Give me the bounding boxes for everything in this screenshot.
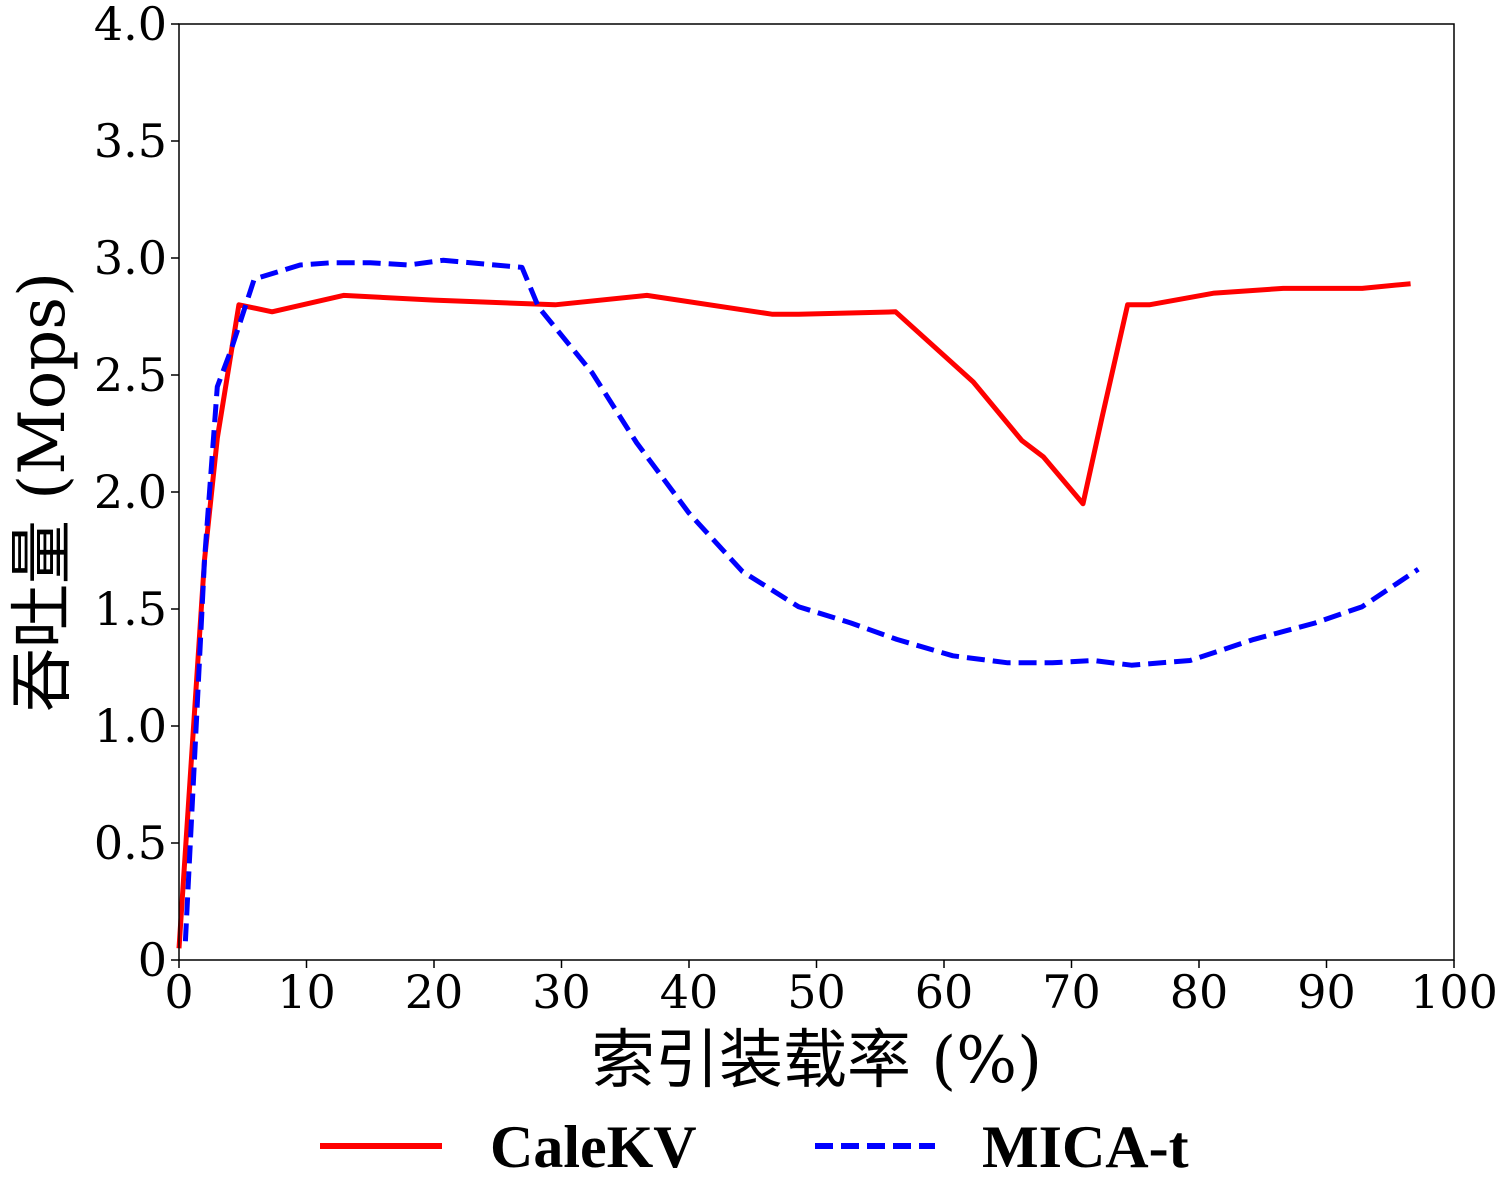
y-axis-ticks: 0 0.5 1.0 1.5 2.0 2.5 3.0 3.5 4.0: [94, 0, 179, 987]
y-tick-label: 1.5: [94, 582, 167, 636]
y-tick-label: 0.5: [94, 816, 167, 870]
y-tick-label: 1.0: [94, 699, 167, 753]
y-axis-label: 吞吐量 (Mops): [6, 272, 80, 712]
y-tick-label: 4.0: [94, 0, 167, 51]
x-tick-label: 50: [787, 965, 846, 1019]
x-tick-label: 30: [532, 965, 591, 1019]
x-tick-label: 100: [1410, 965, 1498, 1019]
x-tick-label: 90: [1297, 965, 1356, 1019]
y-tick-label: 2.5: [94, 348, 167, 402]
series-line-mica-t: [182, 257, 1420, 942]
x-tick-label: 10: [277, 965, 336, 1019]
y-tick-label: 2.0: [94, 465, 167, 519]
series-line-calekv: [176, 281, 1411, 949]
x-tick-label: 20: [405, 965, 464, 1019]
x-tick-label: 80: [1170, 965, 1229, 1019]
legend: CaleKV MICA-t: [320, 1114, 1189, 1180]
x-tick-label: 0: [164, 965, 193, 1019]
x-tick-label: 40: [660, 965, 719, 1019]
y-tick-label: 0: [138, 933, 167, 987]
y-tick-label: 3.5: [94, 114, 167, 168]
x-axis-label: 索引装载率 (%): [591, 1024, 1042, 1098]
x-tick-label: 70: [1042, 965, 1101, 1019]
legend-label-calekv: CaleKV: [490, 1114, 697, 1180]
x-tick-label: 60: [915, 965, 974, 1019]
x-axis-ticks: 0 10 20 30 40 50 60 70 80 90 100: [164, 960, 1498, 1019]
plot-frame: [178, 23, 1455, 961]
legend-label-mica-t: MICA-t: [982, 1114, 1189, 1180]
y-tick-label: 3.0: [94, 231, 167, 285]
series-layer: [176, 257, 1420, 949]
